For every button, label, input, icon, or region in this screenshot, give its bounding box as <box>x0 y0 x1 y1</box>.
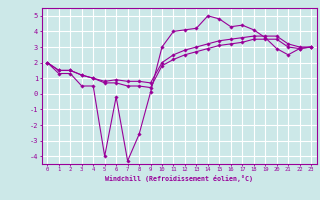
X-axis label: Windchill (Refroidissement éolien,°C): Windchill (Refroidissement éolien,°C) <box>105 175 253 182</box>
